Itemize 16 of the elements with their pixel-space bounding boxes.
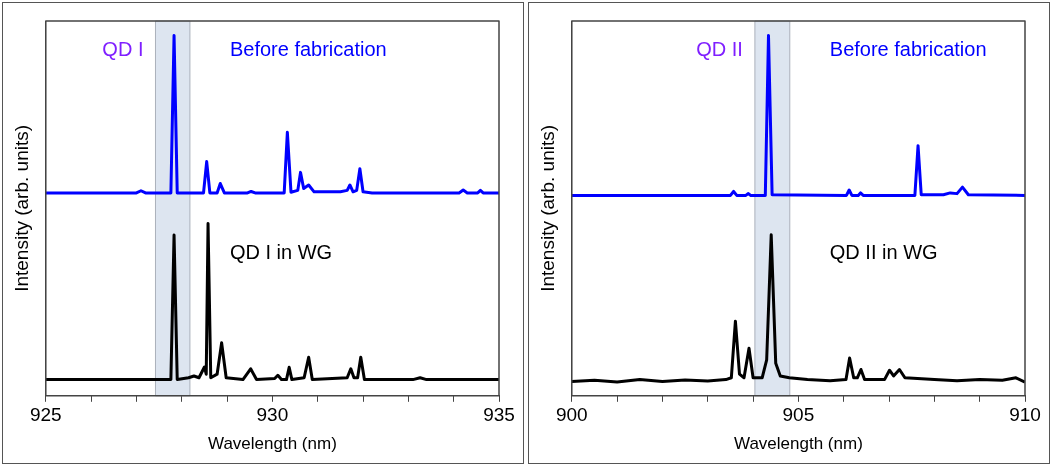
y-axis-title: Intensity (arb. units) [10,124,32,292]
text: Before fabrication [829,38,987,61]
x-tick-label: 925 [29,404,62,426]
x-tick-label: 935 [483,404,515,426]
y-axis-title: Intensity (arb. units) [536,124,558,292]
band-label: QD II [696,38,743,61]
band-label: QD I [102,38,144,61]
x-tick-label: 900 [555,404,588,426]
series-label: QD I in WG [229,240,333,263]
x-tick-label: 910 [1009,404,1041,426]
x-tick-label: 905 [782,404,815,426]
x-axis-title: Wavelength (nm) [207,434,337,454]
x-axis-title: Wavelength (nm) [733,434,863,454]
text: QD II in WG [829,240,938,263]
text: Before fabrication [229,38,387,61]
x-tick-label: 930 [256,404,289,426]
